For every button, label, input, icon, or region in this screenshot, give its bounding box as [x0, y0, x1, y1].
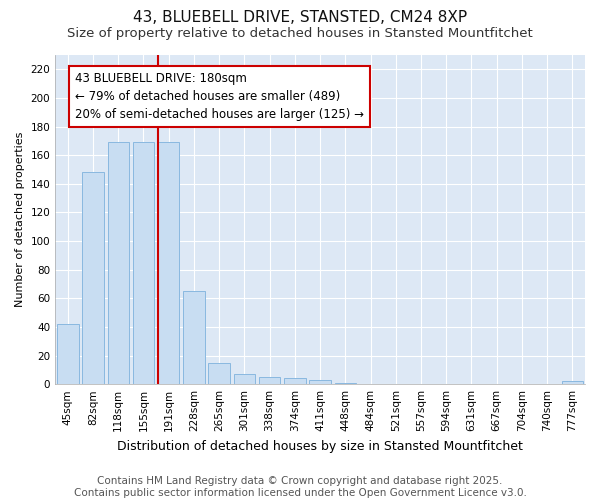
- Bar: [562, 382, 583, 384]
- Bar: [335, 382, 356, 384]
- Y-axis label: Number of detached properties: Number of detached properties: [15, 132, 25, 308]
- Bar: [233, 374, 255, 384]
- Text: 43, BLUEBELL DRIVE, STANSTED, CM24 8XP: 43, BLUEBELL DRIVE, STANSTED, CM24 8XP: [133, 10, 467, 25]
- Bar: [107, 142, 129, 384]
- Bar: [259, 377, 280, 384]
- Bar: [82, 172, 104, 384]
- Bar: [57, 324, 79, 384]
- Bar: [284, 378, 305, 384]
- Text: 43 BLUEBELL DRIVE: 180sqm
← 79% of detached houses are smaller (489)
20% of semi: 43 BLUEBELL DRIVE: 180sqm ← 79% of detac…: [76, 72, 364, 121]
- Bar: [208, 362, 230, 384]
- Bar: [183, 291, 205, 384]
- Text: Contains HM Land Registry data © Crown copyright and database right 2025.
Contai: Contains HM Land Registry data © Crown c…: [74, 476, 526, 498]
- Bar: [133, 142, 154, 384]
- Bar: [310, 380, 331, 384]
- X-axis label: Distribution of detached houses by size in Stansted Mountfitchet: Distribution of detached houses by size …: [117, 440, 523, 452]
- Text: Size of property relative to detached houses in Stansted Mountfitchet: Size of property relative to detached ho…: [67, 28, 533, 40]
- Bar: [158, 142, 179, 384]
